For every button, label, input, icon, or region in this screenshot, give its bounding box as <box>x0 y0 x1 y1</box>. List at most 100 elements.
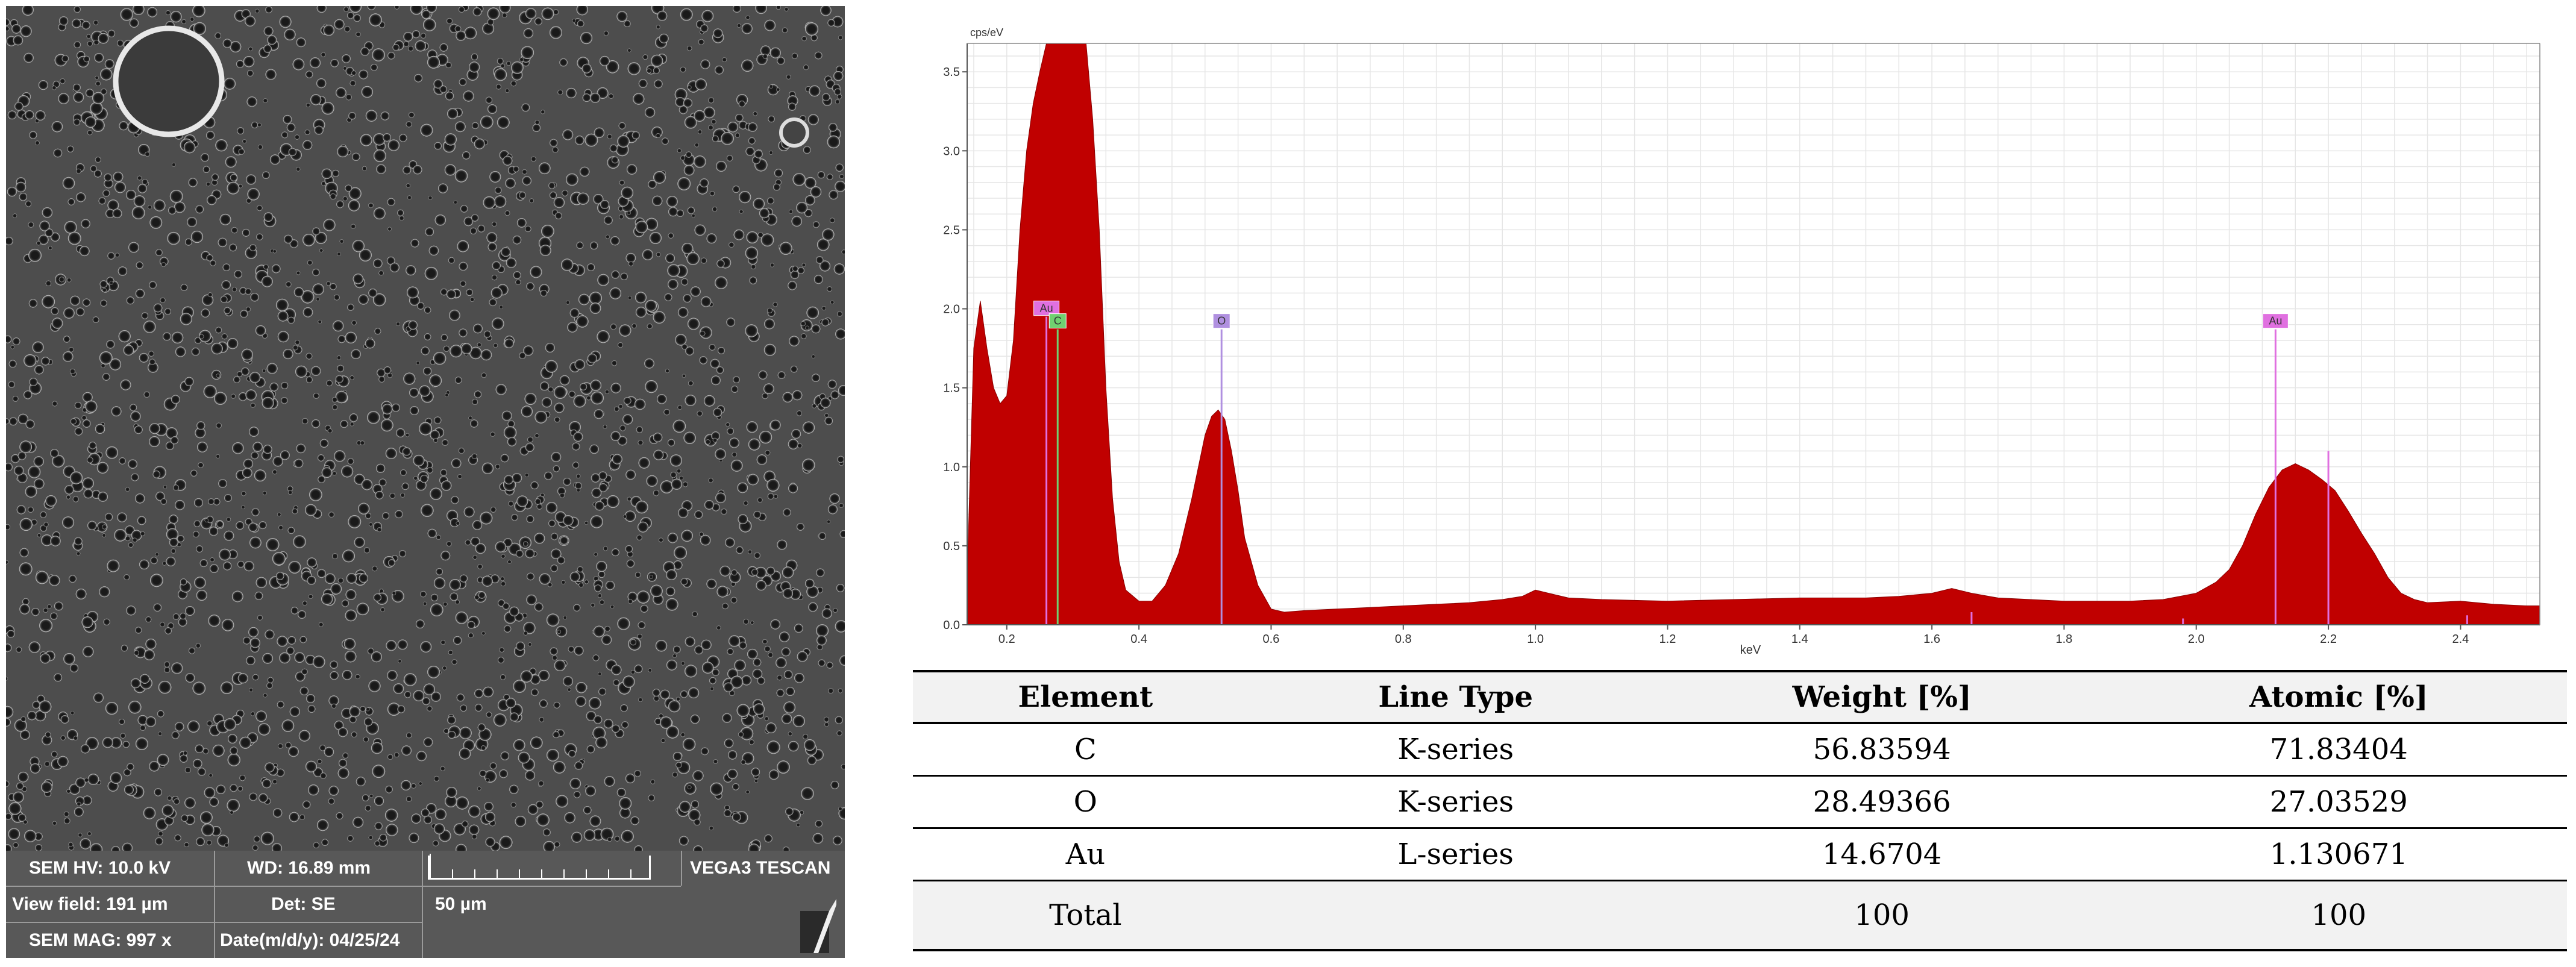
sem-pore <box>648 668 653 672</box>
sem-pore <box>685 395 697 406</box>
sem-pore <box>767 197 774 205</box>
sem-pore <box>789 209 793 214</box>
sem-pore <box>241 367 249 376</box>
sem-pore <box>513 739 525 751</box>
sem-pore <box>451 659 457 665</box>
sem-pore <box>365 338 375 349</box>
sem-pore <box>14 102 24 111</box>
sem-pore <box>243 636 251 645</box>
sem-pore <box>349 413 358 422</box>
sem-pore <box>66 495 71 499</box>
sem-pore <box>37 695 45 703</box>
sem-pore <box>434 809 447 821</box>
sem-pore <box>263 445 272 454</box>
sem-pore <box>618 404 623 408</box>
sem-pore <box>287 486 293 492</box>
sem-pore <box>774 169 783 178</box>
sem-pore <box>698 39 704 45</box>
sem-pore <box>216 521 224 528</box>
sem-pore <box>797 410 802 416</box>
chart-axes: 0.2 0.4 0.6 0.8 1.0 1.2 1.4 1.6 1.8 2.0 2.2 2.40.00… <box>943 43 2540 646</box>
sem-pore <box>275 298 289 311</box>
sem-pore <box>616 11 628 22</box>
sem-pore <box>157 710 165 718</box>
sem-pore <box>837 311 843 317</box>
sem-pore <box>72 496 79 502</box>
sem-pore <box>764 645 771 652</box>
sem-pore <box>526 515 534 523</box>
sem-pore <box>654 80 663 89</box>
sem-pore <box>616 787 626 797</box>
sem-pore <box>485 837 495 847</box>
sem-pore <box>427 467 433 474</box>
sem-pore <box>392 591 396 595</box>
sem-pore <box>577 192 589 205</box>
sem-pore <box>433 840 439 847</box>
sem-pore <box>387 52 395 60</box>
sem-pore <box>735 133 740 138</box>
sem-pore <box>691 214 695 217</box>
sem-pore <box>171 395 180 404</box>
sem-pore <box>459 6 465 13</box>
sem-pore <box>13 791 24 803</box>
sem-pore <box>343 7 349 12</box>
sem-pore <box>53 148 63 158</box>
sem-pore <box>492 261 501 270</box>
sem-pore <box>794 673 804 683</box>
sem-pore <box>534 410 548 424</box>
sem-pore <box>373 207 386 220</box>
sem-pore <box>94 169 102 178</box>
sem-pore <box>477 577 484 583</box>
sem-pore <box>193 531 199 538</box>
sem-pore <box>149 436 160 447</box>
sem-pore <box>74 807 84 817</box>
sem-pore <box>679 801 691 813</box>
sem-pore <box>833 836 842 845</box>
sem-pore <box>729 635 741 647</box>
sem-pore <box>587 353 597 363</box>
sem-pore <box>208 498 215 505</box>
sem-pore <box>631 131 640 140</box>
sem-pore <box>575 682 587 693</box>
sem-pore <box>554 841 560 848</box>
sem-pore <box>367 6 376 10</box>
sem-pore <box>700 24 709 33</box>
sem-pore <box>716 366 724 374</box>
sem-pore <box>503 426 517 439</box>
sem-pore <box>121 645 128 652</box>
sem-pore <box>183 141 196 154</box>
sem-pore <box>483 330 491 338</box>
sem-pore <box>201 153 209 162</box>
sem-pore <box>309 488 322 501</box>
sem-pore <box>230 41 242 52</box>
sem-pore <box>692 770 704 781</box>
sem-pore <box>802 458 815 472</box>
sem-pore <box>399 216 404 221</box>
sem-pore <box>542 397 552 408</box>
sem-pore <box>342 599 349 607</box>
sem-pore <box>118 266 128 276</box>
sem-pore <box>295 340 300 345</box>
sem-pore <box>379 834 387 842</box>
sem-pore <box>221 619 234 631</box>
sem-pore <box>431 692 441 702</box>
sem-pore <box>760 233 774 247</box>
sem-pore <box>766 740 780 754</box>
sem-pore <box>255 8 260 13</box>
sem-pore <box>286 646 295 655</box>
sem-pore <box>8 828 20 840</box>
sem-pore <box>612 454 622 465</box>
sem-pore <box>227 181 240 195</box>
sem-pore <box>619 214 624 219</box>
sem-pore <box>427 55 440 69</box>
sem-pore <box>471 834 477 839</box>
sem-pore <box>589 302 601 314</box>
sem-pore <box>546 613 560 627</box>
sem-pore <box>76 192 86 202</box>
sem-pore <box>399 134 407 142</box>
sem-pore <box>513 166 519 172</box>
sem-pore <box>252 442 263 452</box>
sem-pore <box>757 232 763 238</box>
sem-pore <box>349 375 354 380</box>
sem-pore <box>20 25 32 37</box>
